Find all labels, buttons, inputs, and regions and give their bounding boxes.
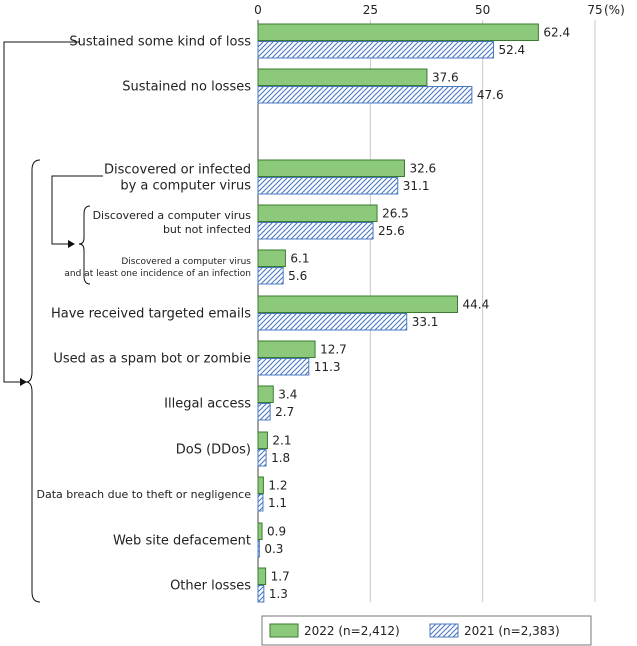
category-label: Other losses — [170, 579, 251, 594]
loss-arrow-head — [20, 378, 27, 386]
bar-2021 — [257, 494, 264, 512]
x-axis-ticks: 0 25 50 75 — [254, 3, 602, 17]
loss-group-brace — [25, 159, 41, 603]
bar-2021 — [257, 403, 271, 421]
category-label: Illegal access — [164, 397, 251, 412]
legend-label-2022: 2022 (n=2,412) — [304, 624, 400, 638]
bar-2022 — [257, 385, 274, 403]
bar-2022 — [257, 159, 405, 177]
data-label: 52.4 — [498, 43, 525, 57]
bar-2022 — [257, 431, 268, 449]
virus-arrow-head — [68, 240, 75, 248]
virus-sub-brace — [78, 205, 91, 285]
category-label: Sustained no losses — [122, 80, 251, 95]
bar-2021 — [257, 86, 473, 104]
data-label: 26.5 — [382, 207, 409, 221]
data-label: 1.8 — [271, 451, 290, 465]
bar-2021 — [257, 41, 494, 59]
category-label: Have received targeted emails — [51, 307, 251, 322]
category-label: Discovered a computer virus — [121, 257, 251, 267]
data-label: 37.6 — [432, 71, 459, 85]
legend: 2022 (n=2,412) 2021 (n=2,383) — [261, 615, 592, 646]
bar-2022 — [257, 23, 539, 41]
data-label: 1.3 — [269, 587, 288, 601]
category-label: Data breach due to theft or negligence — [37, 488, 252, 501]
axis-unit-label: (%) — [604, 3, 625, 17]
bar-2021 — [257, 449, 267, 467]
category-label: and at least one incidence of an infecti… — [64, 269, 251, 279]
bar-2021 — [257, 222, 374, 240]
bar-2022 — [257, 295, 459, 313]
bar-2021 — [257, 313, 408, 331]
data-label: 25.6 — [378, 224, 405, 238]
category-label: by a computer virus — [120, 179, 251, 194]
category-label: DoS (DDos) — [176, 443, 251, 458]
bar-2021 — [257, 267, 284, 285]
data-label: 44.4 — [463, 298, 490, 312]
x-tick-label: 0 — [254, 3, 262, 17]
bars — [257, 23, 539, 603]
data-label: 31.1 — [403, 179, 430, 193]
bar-2022 — [257, 476, 264, 494]
category-label: Used as a spam bot or zombie — [53, 352, 251, 367]
category-label: Discovered or infected — [104, 163, 251, 178]
data-label: 3.4 — [278, 388, 297, 402]
x-tick-label: 50 — [475, 3, 490, 17]
bar-2022 — [257, 567, 267, 585]
x-tick-label: 75 — [587, 3, 602, 17]
bar-2022 — [257, 68, 428, 86]
data-label: 6.1 — [290, 252, 309, 266]
data-label: 2.1 — [272, 434, 291, 448]
bar-2021 — [257, 585, 265, 603]
data-label: 62.4 — [543, 26, 570, 40]
data-label: 2.7 — [275, 405, 294, 419]
data-label: 1.7 — [271, 570, 290, 584]
virus-arrow-connector — [51, 175, 103, 245]
category-label: Web site defacement — [113, 534, 251, 549]
data-label: 47.6 — [477, 88, 504, 102]
legend-label-2021: 2021 (n=2,383) — [464, 624, 560, 638]
category-label: Discovered a computer virus — [93, 209, 252, 222]
legend-box — [261, 615, 592, 646]
bar-2021 — [257, 358, 310, 376]
data-label: 12.7 — [320, 343, 347, 357]
grouping-brackets — [3, 41, 103, 603]
data-label: 32.6 — [409, 162, 436, 176]
data-label: 33.1 — [412, 315, 439, 329]
bar-2022 — [257, 340, 316, 358]
category-labels: 62.4 52.4 Sustained some kind of loss 37.6 4… — [37, 26, 571, 602]
data-label: 0.9 — [267, 525, 286, 539]
category-label: Sustained some kind of loss — [69, 35, 251, 50]
legend-swatch-2021 — [429, 623, 459, 638]
data-label: 11.3 — [314, 360, 341, 374]
x-tick-label: 25 — [363, 3, 378, 17]
bar-2022 — [257, 204, 378, 222]
loss-arrow-connector — [3, 41, 80, 383]
data-label: 1.2 — [268, 479, 287, 493]
bar-2022 — [257, 249, 286, 267]
bar-2021 — [257, 177, 399, 195]
data-label: 1.1 — [268, 496, 287, 510]
bar-2021 — [257, 540, 260, 558]
bar-2022 — [257, 522, 263, 540]
legend-swatch-2022 — [269, 623, 299, 638]
category-label: but not infected — [163, 223, 251, 236]
data-label: 0.3 — [264, 542, 283, 556]
data-label: 5.6 — [288, 269, 307, 283]
